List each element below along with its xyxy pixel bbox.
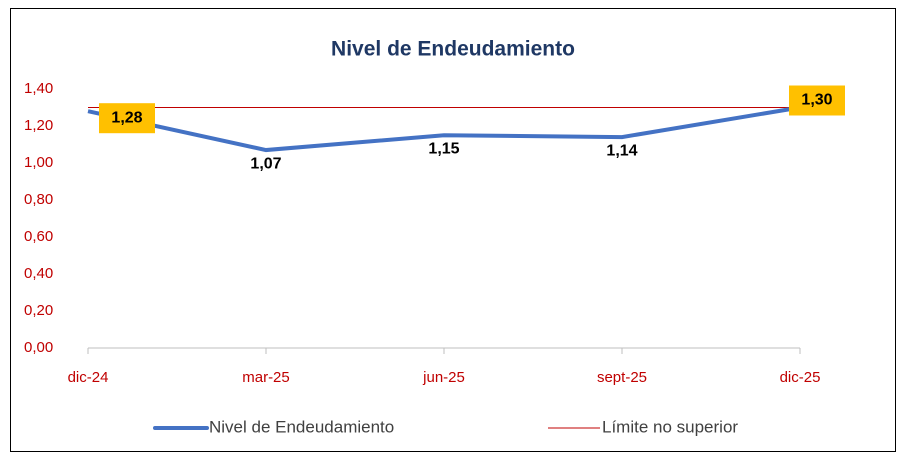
y-tick-label: 0,40 [24, 265, 53, 282]
value-label: 1,30 [801, 92, 832, 109]
y-tick-label: 0,20 [24, 302, 53, 319]
series-line [87, 105, 801, 153]
value-label: 1,15 [428, 140, 459, 157]
x-tick-label: mar-25 [242, 369, 290, 386]
value-label: 1,07 [250, 155, 281, 172]
value-label-box [99, 103, 155, 134]
y-tick-label: 1,40 [24, 80, 53, 97]
chart-title: Nivel de Endeudamiento [331, 38, 575, 61]
y-tick-label: 0,60 [24, 228, 53, 245]
x-tick-label: dic-24 [68, 369, 109, 386]
x-tick-label: dic-25 [780, 369, 821, 386]
value-label: 1,14 [606, 142, 637, 159]
value-label: 1,28 [111, 109, 142, 126]
value-label-box [789, 85, 845, 116]
legend-label: Nivel de Endeudamiento [209, 417, 394, 436]
y-tick-label: 0,00 [24, 339, 53, 356]
y-tick-label: 1,00 [24, 154, 53, 171]
y-tick-label: 0,80 [24, 191, 53, 208]
x-tick-label: jun-25 [422, 369, 465, 386]
y-tick-label: 1,20 [24, 117, 53, 134]
chart-frame [10, 8, 896, 452]
x-tick-label: sept-25 [597, 369, 647, 386]
legend-label: Límite no superior [602, 417, 738, 436]
